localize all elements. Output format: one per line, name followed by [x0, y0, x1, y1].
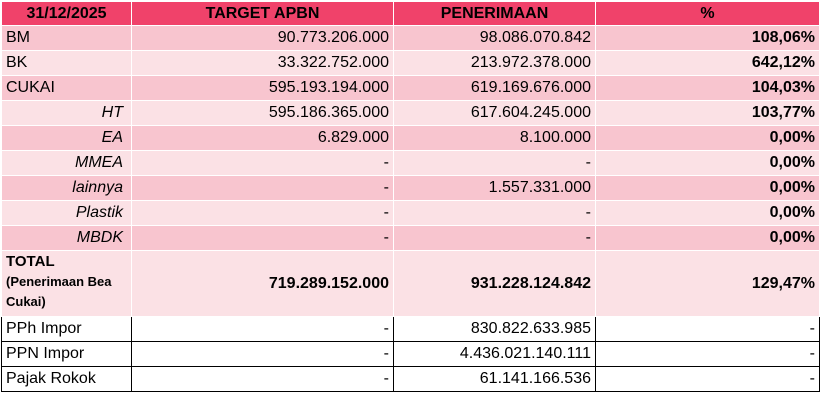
- header-percent: %: [595, 1, 820, 26]
- row-target: -: [131, 175, 394, 201]
- row-percent: 0,00%: [595, 225, 820, 251]
- row-target: 595.193.194.000: [131, 75, 394, 101]
- row-percent: 642,12%: [595, 50, 820, 76]
- table-row-cukai: CUKAI 595.193.194.000 619.169.676.000 10…: [1, 75, 820, 101]
- table-row-ea: EA 6.829.000 8.100.000 0,00%: [1, 125, 820, 151]
- total-label-sub: (Penerimaan Bea Cukai): [6, 274, 112, 309]
- row-target: -: [131, 225, 394, 251]
- row-penerimaan: -: [393, 150, 596, 176]
- row-percent: -: [595, 341, 820, 367]
- row-percent: 103,77%: [595, 100, 820, 126]
- row-penerimaan: 8.100.000: [393, 125, 596, 151]
- row-label: MBDK: [1, 225, 132, 251]
- header-target: TARGET APBN: [131, 1, 394, 26]
- row-percent: -: [595, 366, 820, 392]
- row-penerimaan: -: [393, 200, 596, 226]
- total-penerimaan: 931.228.124.842: [393, 250, 596, 317]
- row-label: BK: [1, 50, 132, 76]
- row-target: 90.773.206.000: [131, 25, 394, 51]
- row-penerimaan: 1.557.331.000: [393, 175, 596, 201]
- row-penerimaan: 617.604.245.000: [393, 100, 596, 126]
- table-row-ht: HT 595.186.365.000 617.604.245.000 103,7…: [1, 100, 820, 126]
- row-penerimaan: 98.086.070.842: [393, 25, 596, 51]
- row-target: 595.186.365.000: [131, 100, 394, 126]
- row-target: -: [131, 316, 394, 342]
- table-row-pph-impor: PPh Impor - 830.822.633.985 -: [1, 316, 820, 342]
- row-label: Pajak Rokok: [1, 366, 132, 392]
- table-row-bm: BM 90.773.206.000 98.086.070.842 108,06%: [1, 25, 820, 51]
- row-percent: 0,00%: [595, 125, 820, 151]
- row-label: EA: [1, 125, 132, 151]
- header-date: 31/12/2025: [1, 1, 132, 26]
- total-percent: 129,47%: [595, 250, 820, 317]
- row-percent: 0,00%: [595, 150, 820, 176]
- row-target: 33.322.752.000: [131, 50, 394, 76]
- row-label: BM: [1, 25, 132, 51]
- row-target: -: [131, 200, 394, 226]
- row-penerimaan: 213.972.378.000: [393, 50, 596, 76]
- revenue-table: 31/12/2025 TARGET APBN PENERIMAAN % BM 9…: [1, 1, 820, 392]
- header-penerimaan: PENERIMAAN: [393, 1, 596, 26]
- row-label: MMEA: [1, 150, 132, 176]
- table-row-bk: BK 33.322.752.000 213.972.378.000 642,12…: [1, 50, 820, 76]
- row-percent: 0,00%: [595, 200, 820, 226]
- row-label: PPh Impor: [1, 316, 132, 342]
- row-target: -: [131, 341, 394, 367]
- table-row-mmea: MMEA - - 0,00%: [1, 150, 820, 176]
- row-label: PPN Impor: [1, 341, 132, 367]
- table-row-mbdk: MBDK - - 0,00%: [1, 225, 820, 251]
- row-target: -: [131, 150, 394, 176]
- row-label: CUKAI: [1, 75, 132, 101]
- row-percent: 104,03%: [595, 75, 820, 101]
- table-row-plastik: Plastik - - 0,00%: [1, 200, 820, 226]
- row-penerimaan: 61.141.166.536: [393, 366, 596, 392]
- row-percent: 108,06%: [595, 25, 820, 51]
- row-label: Plastik: [1, 200, 132, 226]
- row-label: HT: [1, 100, 132, 126]
- row-percent: 0,00%: [595, 175, 820, 201]
- table-row-lainnya: lainnya - 1.557.331.000 0,00%: [1, 175, 820, 201]
- table-row-ppn-impor: PPN Impor - 4.436.021.140.111 -: [1, 341, 820, 367]
- row-target: -: [131, 366, 394, 392]
- row-penerimaan: 4.436.021.140.111: [393, 341, 596, 367]
- total-label: TOTAL (Penerimaan Bea Cukai): [1, 250, 132, 317]
- row-penerimaan: -: [393, 225, 596, 251]
- header-row: 31/12/2025 TARGET APBN PENERIMAAN %: [1, 1, 820, 26]
- row-penerimaan: 830.822.633.985: [393, 316, 596, 342]
- row-target: 6.829.000: [131, 125, 394, 151]
- table-row-pajak-rokok: Pajak Rokok - 61.141.166.536 -: [1, 366, 820, 392]
- row-percent: -: [595, 316, 820, 342]
- total-target: 719.289.152.000: [131, 250, 394, 317]
- row-penerimaan: 619.169.676.000: [393, 75, 596, 101]
- total-label-main: TOTAL: [6, 253, 55, 270]
- table-row-total: TOTAL (Penerimaan Bea Cukai) 719.289.152.…: [1, 250, 820, 317]
- row-label: lainnya: [1, 175, 132, 201]
